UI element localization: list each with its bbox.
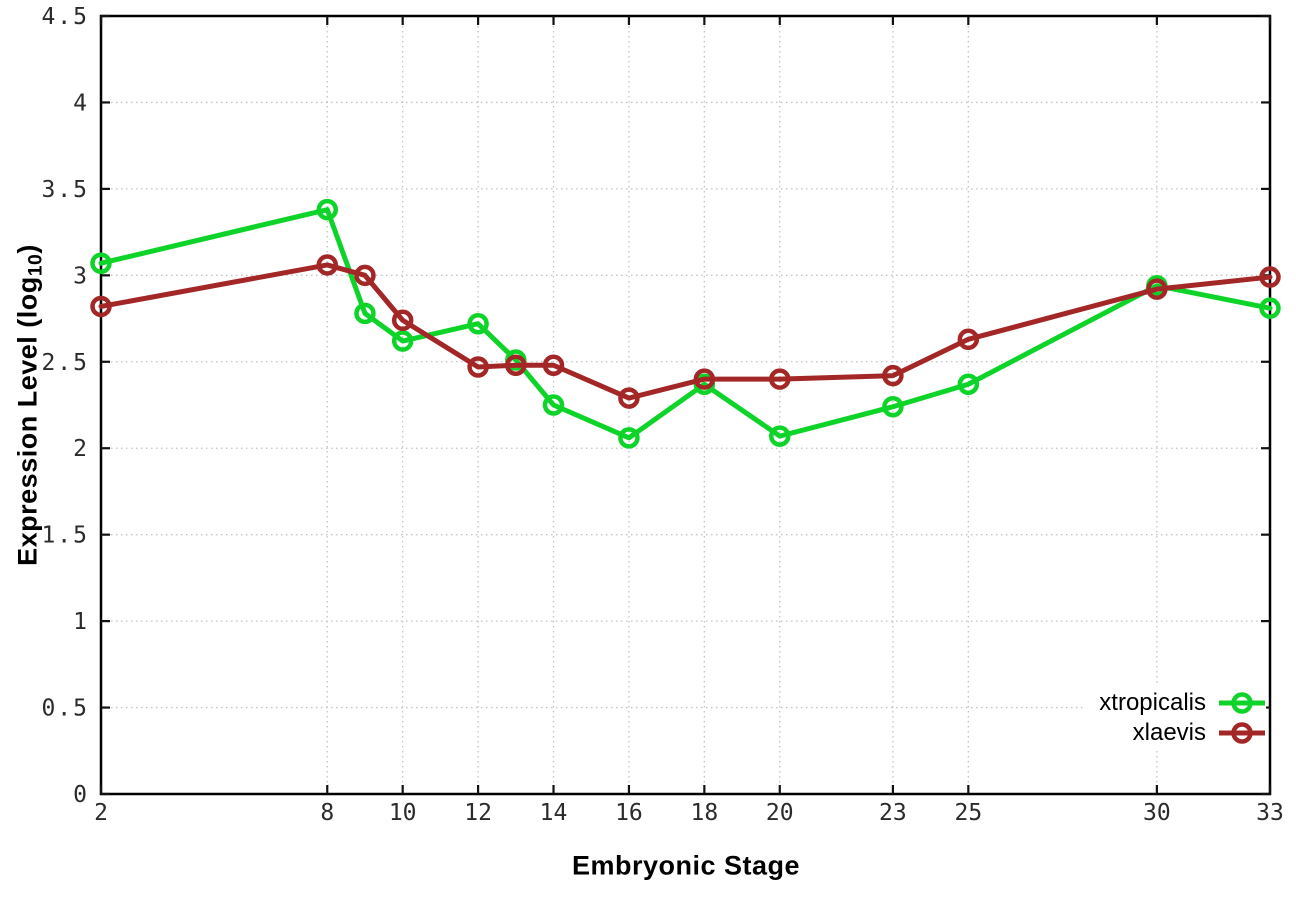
y-axis-title-text: Expression Level (log: [12, 276, 43, 566]
data-point-xlaevis: [957, 328, 980, 351]
legend-item-xlaevis: xlaevis: [1099, 718, 1266, 748]
legend-label-xlaevis: xlaevis: [1132, 719, 1206, 746]
y-tick-label: 2: [73, 436, 89, 462]
data-point-xtropicalis: [769, 425, 791, 447]
y-tick-label: 2.5: [41, 350, 89, 376]
data-point-xlaevis: [882, 364, 904, 387]
x-tick-label: 8: [320, 800, 334, 826]
x-tick-label: 25: [954, 800, 982, 826]
data-point-xtropicalis: [542, 394, 565, 416]
y-tick-label: 1: [73, 609, 89, 635]
y-axis-title-suffix: ): [12, 244, 43, 254]
data-point-xtropicalis: [882, 395, 904, 418]
data-point-xlaevis: [693, 368, 716, 390]
y-tick-label: 4.5: [41, 4, 89, 30]
data-point-xlaevis: [391, 309, 414, 332]
y-tick-label: 0.5: [41, 696, 89, 722]
legend-item-xtropicalis: xtropicalis: [1099, 688, 1266, 718]
plot-border: [99, 14, 1272, 796]
data-point-xtropicalis: [957, 373, 980, 396]
series-line-xtropicalis: [98, 207, 1273, 441]
data-point-xtropicalis: [90, 252, 112, 274]
y-tick-label: 1.5: [41, 523, 89, 549]
y-axis-title-subscript: 10: [24, 253, 47, 277]
x-tick-label: 12: [464, 800, 492, 826]
data-point-xtropicalis: [1259, 297, 1281, 319]
data-point-xtropicalis: [316, 198, 339, 221]
x-tick-label: 18: [691, 800, 719, 826]
data-point-xtropicalis: [467, 312, 489, 335]
data-point-xlaevis: [467, 356, 489, 378]
series-line-xlaevis: [98, 262, 1273, 401]
legend: xtropicalis xlaevis: [1085, 686, 1266, 750]
data-point-xlaevis: [505, 354, 527, 376]
data-point-xlaevis: [1259, 266, 1281, 288]
data-point-xtropicalis: [618, 427, 640, 449]
data-point-xlaevis: [1146, 278, 1168, 300]
legend-line-circle-icon: [1219, 692, 1265, 714]
x-tick-label: 14: [540, 800, 568, 826]
data-point-xtropicalis: [354, 302, 376, 325]
x-tick-label: 20: [766, 800, 794, 826]
data-point-xlaevis: [618, 387, 640, 409]
legend-label-xtropicalis: xtropicalis: [1099, 689, 1206, 716]
x-tick-label: 33: [1256, 800, 1284, 826]
x-axis-title: Embryonic Stage: [571, 850, 801, 881]
y-tick-label: 4: [73, 90, 89, 116]
y-axis-title: Expression Level (log10): [13, 244, 48, 566]
legend-line-circle-icon: [1219, 722, 1265, 744]
data-point-xlaevis: [316, 254, 339, 276]
x-tick-label: 2: [94, 800, 108, 826]
y-tick-label: 3: [73, 263, 89, 289]
x-tick-label: 30: [1143, 800, 1171, 826]
data-point-xlaevis: [90, 295, 112, 318]
x-tick-label: 23: [879, 800, 907, 826]
x-tick-label: 10: [389, 800, 417, 826]
x-tick-label: 16: [615, 800, 643, 826]
data-point-xtropicalis: [391, 330, 414, 352]
y-tick-label: 3.5: [41, 177, 89, 203]
data-point-xlaevis: [542, 354, 565, 376]
data-point-xlaevis: [769, 368, 791, 390]
data-point-xlaevis: [354, 264, 376, 287]
y-tick-label: 0: [73, 782, 89, 808]
